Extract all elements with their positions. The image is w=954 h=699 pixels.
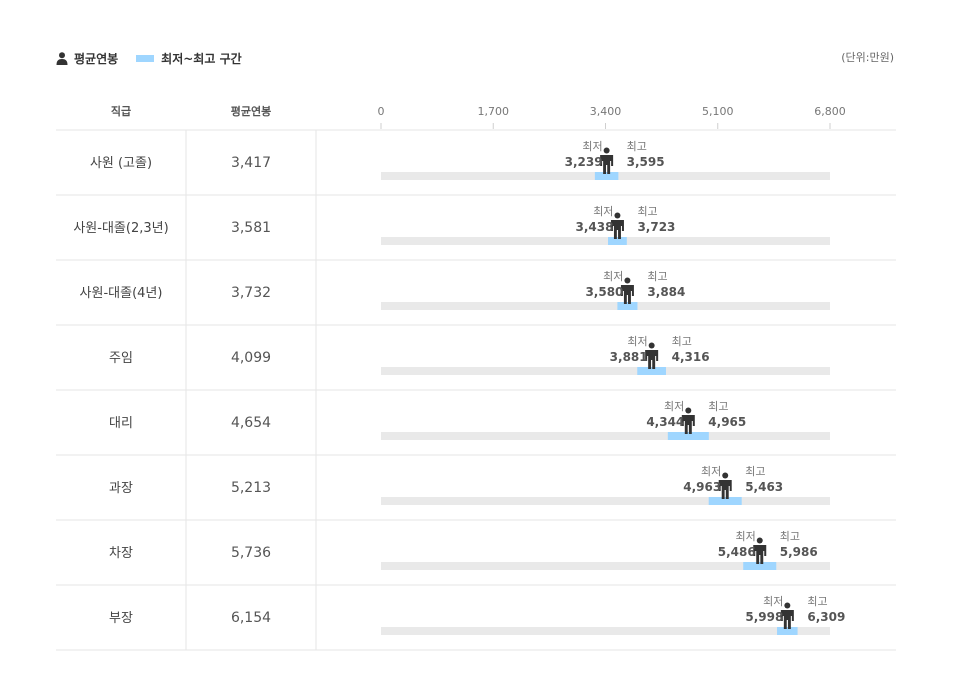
max-label: 최고 <box>780 530 800 543</box>
header-rank: 직급 <box>111 104 131 118</box>
row-rank-label: 사원-대졸(4년) <box>80 286 163 301</box>
row-average-value: 3,417 <box>231 155 271 171</box>
legend-average-label: 평균연봉 <box>74 51 119 66</box>
max-value: 5,986 <box>780 545 818 559</box>
person-icon <box>610 212 624 239</box>
min-value: 5,486 <box>718 545 756 559</box>
min-value: 4,963 <box>683 480 721 494</box>
min-value: 3,239 <box>565 155 603 169</box>
max-value: 3,595 <box>627 155 665 169</box>
min-label: 최저 <box>603 270 623 283</box>
range-bar <box>637 367 666 375</box>
row-average-value: 4,654 <box>231 415 271 431</box>
min-value: 3,580 <box>585 285 623 299</box>
min-label: 최저 <box>701 465 721 478</box>
max-value: 6,309 <box>807 610 845 624</box>
range-bar <box>743 562 777 570</box>
range-track <box>381 562 830 570</box>
legend-average: 평균연봉 <box>56 50 118 67</box>
max-value: 3,723 <box>637 220 675 234</box>
max-label: 최고 <box>745 465 765 478</box>
range-track <box>381 302 830 310</box>
range-track <box>381 367 830 375</box>
person-icon <box>681 407 695 434</box>
min-label: 최저 <box>627 335 647 348</box>
row-rank-label: 차장 <box>109 546 133 561</box>
x-tick-label: 3,400 <box>590 105 622 118</box>
person-icon <box>780 602 794 629</box>
header-average: 평균연봉 <box>231 104 271 118</box>
range-swatch <box>136 54 155 62</box>
min-label: 최저 <box>763 595 783 608</box>
range-bar <box>608 237 627 245</box>
min-value: 3,438 <box>575 220 613 234</box>
x-tick-label: 1,700 <box>478 105 510 118</box>
min-label: 최저 <box>735 530 755 543</box>
min-label: 최저 <box>582 140 602 153</box>
row-average-value: 3,732 <box>231 285 271 301</box>
min-value: 3,881 <box>610 350 648 364</box>
range-bar <box>708 497 742 505</box>
legend: 평균연봉 최저~최고 구간 <box>56 48 260 68</box>
person-icon <box>718 472 732 499</box>
row-rank-label: 주임 <box>109 351 133 366</box>
person-icon <box>645 342 659 369</box>
max-value: 4,965 <box>708 415 746 429</box>
person-icon <box>600 147 614 174</box>
range-track <box>381 497 830 505</box>
range-bar <box>617 302 638 310</box>
legend-range-label: 최저~최고 구간 <box>161 51 242 66</box>
max-label: 최고 <box>627 140 647 153</box>
min-value: 4,344 <box>646 415 684 429</box>
range-track <box>381 627 830 635</box>
range-track <box>381 237 830 245</box>
x-tick-label: 6,800 <box>814 105 846 118</box>
person-icon <box>753 537 767 564</box>
range-track <box>381 432 830 440</box>
min-label: 최저 <box>664 400 684 413</box>
x-tick-label: 0 <box>378 105 385 118</box>
x-tick-label: 5,100 <box>702 105 734 118</box>
range-bar <box>667 432 709 440</box>
range-bar <box>777 627 798 635</box>
max-label: 최고 <box>637 205 657 218</box>
max-value: 5,463 <box>745 480 783 494</box>
row-rank-label: 과장 <box>109 481 133 496</box>
min-value: 5,998 <box>745 610 783 624</box>
range-bar <box>594 172 619 180</box>
row-rank-label: 사원-대졸(2,3년) <box>73 221 168 236</box>
row-average-value: 5,736 <box>231 545 271 561</box>
row-average-value: 4,099 <box>231 350 271 366</box>
max-label: 최고 <box>672 335 692 348</box>
legend-range: 최저~최고 구간 <box>136 50 242 67</box>
row-rank-label: 사원 (고졸) <box>90 156 152 171</box>
max-label: 최고 <box>708 400 728 413</box>
row-rank-label: 부장 <box>109 611 133 626</box>
max-label: 최고 <box>647 270 667 283</box>
min-label: 최저 <box>593 205 613 218</box>
person-icon <box>620 277 634 304</box>
row-average-value: 3,581 <box>231 220 271 236</box>
unit-label: (단위:만원) <box>841 51 894 64</box>
row-average-value: 5,213 <box>231 480 271 496</box>
max-value: 3,884 <box>647 285 685 299</box>
max-value: 4,316 <box>672 350 710 364</box>
max-label: 최고 <box>807 595 827 608</box>
row-rank-label: 대리 <box>109 416 133 431</box>
person-icon <box>56 51 68 65</box>
row-average-value: 6,154 <box>231 610 271 626</box>
